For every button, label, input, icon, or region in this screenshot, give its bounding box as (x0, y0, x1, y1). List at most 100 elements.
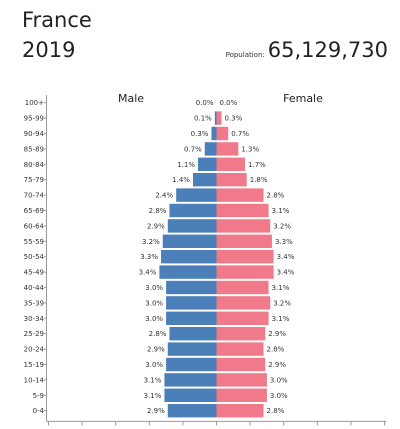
female-value-label: 3.1% (272, 284, 290, 292)
female-value-label: 1.3% (241, 145, 259, 153)
female-bar (216, 265, 274, 279)
female-value-label: 1.7% (248, 161, 266, 169)
female-bar (216, 126, 229, 141)
age-group-label: 100+ (25, 99, 44, 107)
female-value-label: 3.4% (277, 269, 295, 277)
age-group-label: 50-54 (24, 253, 45, 261)
female-bar (216, 311, 269, 325)
male-bar (161, 250, 217, 264)
male-value-label: 2.4% (155, 192, 173, 200)
female-bar (216, 157, 246, 171)
female-value-label: 1.8% (250, 176, 268, 184)
age-group-label: 60-64 (24, 222, 45, 230)
female-bar (216, 388, 267, 402)
female-bar (216, 188, 264, 202)
age-group-label: 35-39 (24, 299, 44, 307)
male-bar (166, 311, 217, 325)
age-group-label: 40-44 (24, 284, 45, 292)
male-value-label: 3.0% (145, 361, 163, 369)
female-bar (216, 250, 274, 264)
female-value-label: 3.4% (277, 253, 295, 261)
female-value-label: 0.3% (225, 115, 243, 123)
population-label: Population: (225, 51, 265, 59)
male-bar (176, 188, 217, 202)
age-group-label: 20-24 (24, 346, 45, 354)
male-value-label: 2.8% (149, 330, 167, 338)
male-bar (204, 142, 217, 156)
female-bar (216, 111, 222, 125)
population-value: 65,129,730 (267, 38, 388, 62)
age-group-label: 30-34 (24, 315, 45, 323)
female-value-label: 2.9% (268, 361, 286, 369)
age-group-label: 75-79 (24, 176, 44, 184)
male-value-label: 3.1% (144, 376, 162, 384)
female-value-label: 3.1% (272, 315, 290, 323)
male-value-label: 3.1% (144, 392, 162, 400)
series-label-male: Male (118, 92, 144, 105)
male-bar (169, 203, 217, 218)
male-bar (159, 265, 217, 279)
male-bar (166, 357, 217, 372)
male-value-label: 3.4% (139, 269, 157, 277)
male-value-label: 3.0% (145, 299, 163, 307)
year-title: 2019 (22, 38, 76, 62)
age-group-label: 45-49 (24, 269, 44, 277)
male-value-label: 2.8% (149, 207, 167, 215)
male-value-label: 0.7% (184, 145, 202, 153)
female-value-label: 0.0% (220, 99, 238, 107)
male-bar (164, 373, 217, 387)
female-value-label: 3.1% (272, 207, 290, 215)
female-value-label: 3.0% (270, 392, 288, 400)
male-bar (166, 296, 217, 310)
male-value-label: 0.1% (194, 115, 212, 123)
age-group-label: 5-9 (33, 392, 44, 400)
age-group-label: 85-89 (24, 145, 44, 153)
male-bar (164, 388, 217, 402)
age-group-label: 25-29 (24, 330, 44, 338)
female-value-label: 3.3% (275, 238, 293, 246)
female-bar (216, 373, 267, 387)
age-group-label: 10-14 (24, 376, 45, 384)
female-bar (216, 234, 272, 248)
female-value-label: 2.8% (267, 407, 285, 415)
male-value-label: 1.4% (172, 176, 190, 184)
age-group-label: 70-74 (24, 192, 45, 200)
male-bar (198, 157, 217, 171)
male-bar (192, 173, 217, 187)
female-bar (216, 357, 266, 372)
female-bar (216, 296, 271, 310)
female-value-label: 3.0% (270, 376, 288, 384)
female-bar (216, 342, 264, 356)
female-bar (216, 280, 269, 295)
country-title: France (22, 8, 92, 32)
male-value-label: 3.0% (145, 284, 163, 292)
male-value-label: 2.9% (147, 346, 165, 354)
male-bar (166, 280, 217, 295)
female-bar (216, 173, 247, 187)
female-value-label: 3.2% (273, 299, 291, 307)
female-bar (216, 327, 266, 341)
female-bar (216, 203, 269, 218)
male-value-label: 3.2% (142, 238, 160, 246)
female-value-label: 3.2% (273, 222, 291, 230)
male-bar (167, 342, 217, 356)
age-group-label: 90-94 (24, 130, 45, 138)
series-label-female: Female (283, 92, 323, 105)
female-bar (216, 142, 239, 156)
male-value-label: 2.9% (147, 222, 165, 230)
age-group-label: 0-4 (33, 407, 45, 415)
female-value-label: 0.7% (231, 130, 249, 138)
male-value-label: 3.0% (145, 315, 163, 323)
age-group-label: 15-19 (24, 361, 44, 369)
population-readout: Population: 65,129,730 (226, 38, 388, 62)
female-value-label: 2.9% (268, 330, 286, 338)
male-bar (167, 219, 217, 233)
male-value-label: 0.0% (196, 99, 214, 107)
male-bar (214, 111, 217, 125)
age-group-label: 55-59 (24, 238, 44, 246)
female-bar (216, 404, 264, 418)
male-value-label: 2.9% (147, 407, 165, 415)
female-value-label: 2.8% (267, 192, 285, 200)
age-group-label: 80-84 (24, 161, 45, 169)
